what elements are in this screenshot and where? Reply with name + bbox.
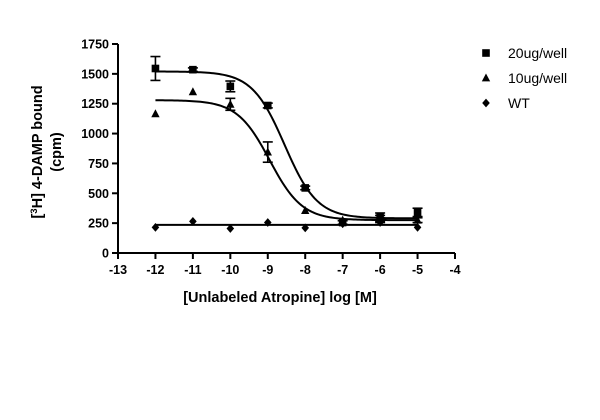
legend-marker-triangle — [481, 73, 491, 82]
legend-marker-square — [482, 49, 490, 57]
x-tick-label: -9 — [262, 263, 273, 277]
x-tick-label: -5 — [412, 263, 423, 277]
x-tick-label: -13 — [109, 263, 127, 277]
data-point-triangle — [188, 87, 198, 96]
legend-label: 10ug/well — [508, 70, 567, 86]
x-tick-label: -12 — [146, 263, 164, 277]
x-tick-label: -10 — [221, 263, 239, 277]
y-tick-label: 1250 — [81, 97, 109, 111]
data-point-square — [263, 101, 272, 110]
data-point-diamond — [226, 224, 235, 233]
legend-marker-diamond — [482, 98, 490, 108]
x-tick-label: -4 — [449, 263, 460, 277]
data-point-diamond — [301, 223, 310, 233]
data-point-square — [413, 208, 422, 217]
y-tick-label: 1000 — [81, 127, 109, 141]
data-point-diamond — [376, 218, 384, 227]
legend-label: WT — [508, 95, 530, 111]
y-tick-label: 0 — [102, 247, 109, 261]
data-points — [150, 55, 423, 233]
data-point-triangle — [301, 206, 310, 215]
data-point-diamond — [338, 219, 347, 229]
x-tick-label: -11 — [184, 263, 201, 277]
data-point-triangle — [226, 99, 235, 108]
legend-label: 20ug/well — [508, 45, 567, 61]
y-tick-label: 250 — [88, 217, 109, 231]
y-axis-title: [3H] 4-DAMP bound — [29, 85, 47, 218]
data-point-square — [301, 184, 310, 192]
legend: 20ug/well 10ug/well WT — [481, 45, 567, 111]
y-tick-label: 1500 — [81, 67, 109, 81]
data-point-triangle — [413, 215, 422, 224]
x-tick-label: -6 — [375, 263, 386, 277]
y-axis: 0 250 500 750 1000 1250 1500 1750 — [81, 38, 119, 261]
x-tick-label: -8 — [300, 263, 311, 277]
data-point-square — [189, 65, 197, 74]
data-point-diamond — [151, 222, 160, 232]
data-point-square — [151, 64, 160, 73]
data-point-triangle — [263, 147, 272, 156]
y-tick-label: 750 — [88, 157, 109, 171]
y-tick-label: 1750 — [81, 38, 109, 52]
data-point-triangle — [151, 109, 160, 118]
data-point-diamond — [189, 216, 197, 226]
y-tick-label: 500 — [88, 187, 109, 201]
data-point-diamond — [263, 218, 272, 227]
fit-curve-1 — [155, 99, 418, 222]
fit-curves — [155, 70, 418, 226]
x-tick-label: -7 — [337, 263, 348, 277]
x-axis-title: [Unlabeled Atropine] log [M] — [183, 290, 377, 306]
y-axis-title-line2: (cpm) — [49, 132, 65, 172]
fit-curve-0 — [155, 70, 418, 220]
data-point-square — [226, 82, 235, 91]
x-axis: -13 -12 -11 -10 -9 -8 -7 -6 -5 -4 — [109, 252, 461, 277]
data-point-diamond — [413, 222, 422, 232]
